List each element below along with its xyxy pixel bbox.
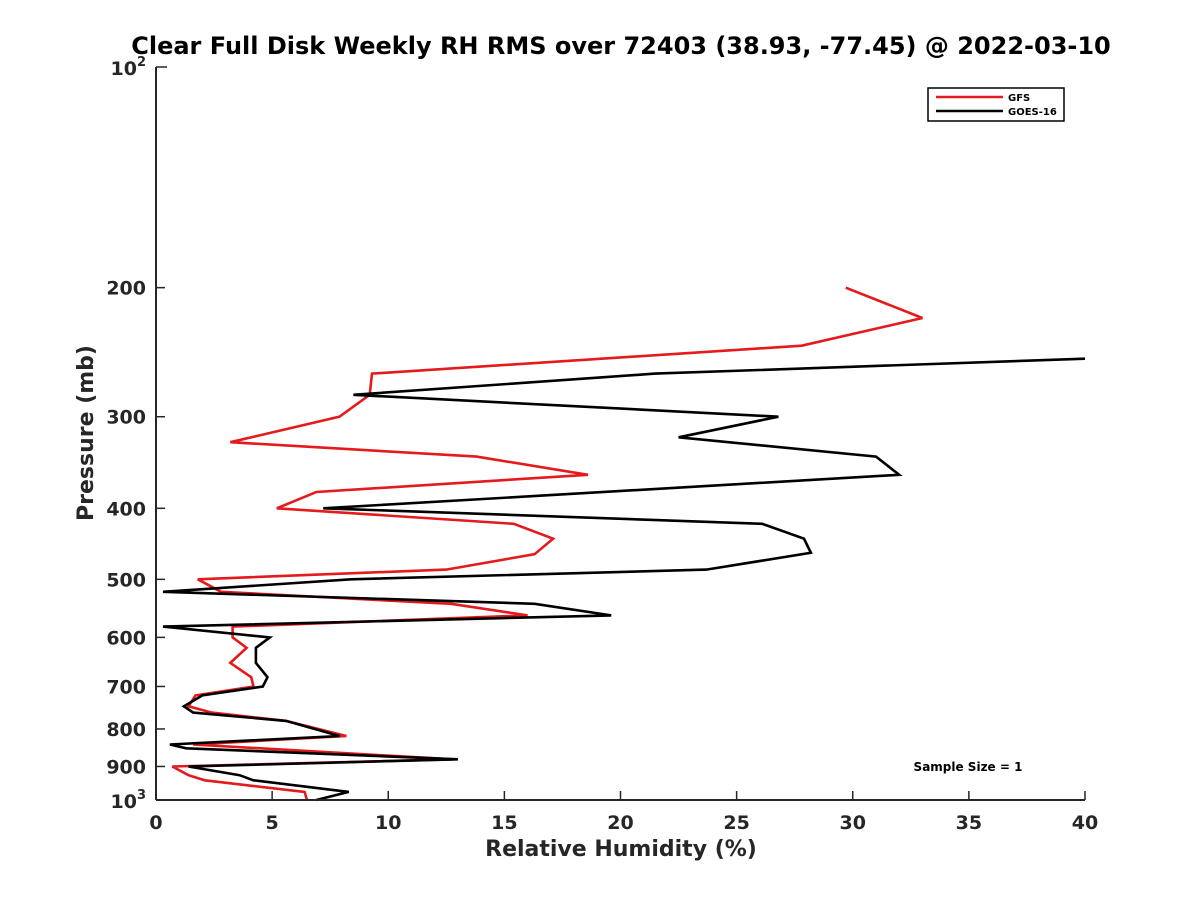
x-tick-label: 20 bbox=[607, 812, 633, 834]
legend-items: GFS GOES-16 bbox=[936, 93, 1057, 118]
y-tick-label: 400 bbox=[106, 498, 146, 520]
y-tick-label: 500 bbox=[106, 569, 146, 591]
x-tick-label: 0 bbox=[149, 812, 162, 834]
x-axis-label: Relative Humidity (%) bbox=[485, 837, 757, 862]
y-tick-label: 200 bbox=[106, 278, 146, 300]
chart-title: Clear Full Disk Weekly RH RMS over 72403… bbox=[131, 32, 1111, 60]
plot-area: 0 5 10 15 20 25 30 35 40 200 300 400 500 600 700 800 90… bbox=[106, 55, 1098, 834]
y-tick-label: 300 bbox=[106, 407, 146, 429]
series-line-gfs bbox=[171, 286, 923, 801]
series-layer bbox=[162, 286, 1086, 802]
y-axis-label: Pressure (mb) bbox=[74, 345, 99, 521]
tick-base: 10 bbox=[111, 791, 137, 813]
tick-base: 10 bbox=[111, 58, 137, 80]
tick-exponent: 3 bbox=[137, 788, 146, 803]
x-tick-label: 5 bbox=[266, 812, 279, 834]
plot-frame bbox=[156, 67, 1085, 800]
y-major-tick-label: 103 bbox=[111, 788, 147, 813]
legend-label: GFS bbox=[1008, 93, 1030, 104]
y-tick-label: 900 bbox=[106, 756, 146, 778]
y-tick-label: 800 bbox=[106, 719, 146, 741]
x-tick-label: 30 bbox=[840, 812, 866, 834]
x-tick-label: 40 bbox=[1072, 812, 1098, 834]
y-major-tick-label: 102 bbox=[111, 55, 147, 80]
tick-exponent: 2 bbox=[137, 55, 146, 70]
x-tick-label: 25 bbox=[723, 812, 749, 834]
sample-size-annotation: Sample Size = 1 bbox=[914, 760, 1023, 774]
y-tick-label: 700 bbox=[106, 676, 146, 698]
x-tick-label: 35 bbox=[956, 812, 982, 834]
x-tick-label: 15 bbox=[491, 812, 517, 834]
legend-label: GOES-16 bbox=[1008, 107, 1057, 118]
series-line-goes-16 bbox=[162, 357, 1086, 802]
legend-box bbox=[927, 87, 1065, 122]
x-tick-label: 10 bbox=[375, 812, 401, 834]
legend: GFS GOES-16 bbox=[927, 87, 1065, 122]
y-tick-label: 600 bbox=[106, 627, 146, 649]
x-axis-ticks: 0 5 10 15 20 25 30 35 40 bbox=[149, 791, 1098, 834]
